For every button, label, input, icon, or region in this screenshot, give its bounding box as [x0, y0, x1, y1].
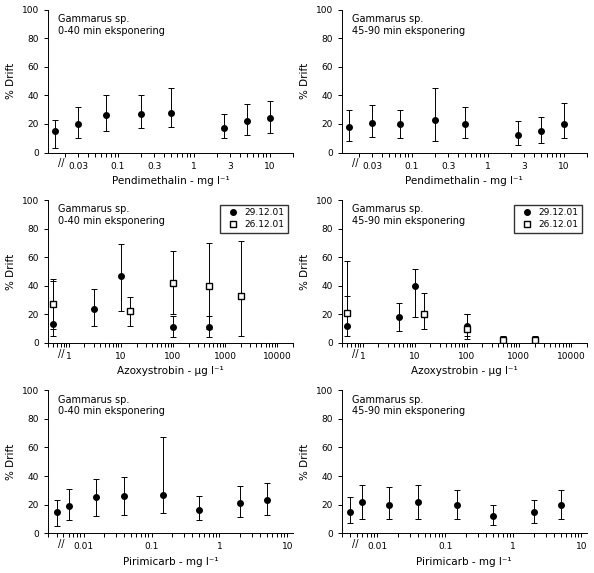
- Y-axis label: % Drift: % Drift: [300, 444, 310, 480]
- Text: //: //: [58, 348, 65, 359]
- X-axis label: Pendimethalin - mg l⁻¹: Pendimethalin - mg l⁻¹: [112, 176, 229, 186]
- Legend: 29.12.01, 26.12.01: 29.12.01, 26.12.01: [514, 205, 582, 233]
- Text: //: //: [352, 539, 359, 549]
- Text: Gammarus sp.
45-90 min eksponering: Gammarus sp. 45-90 min eksponering: [352, 205, 465, 226]
- Y-axis label: % Drift: % Drift: [7, 253, 16, 289]
- Y-axis label: % Drift: % Drift: [300, 63, 310, 99]
- X-axis label: Pirimicarb - mg l⁻¹: Pirimicarb - mg l⁻¹: [122, 557, 218, 567]
- Legend: 29.12.01, 26.12.01: 29.12.01, 26.12.01: [220, 205, 288, 233]
- Text: //: //: [58, 539, 65, 549]
- X-axis label: Pirimicarb - mg l⁻¹: Pirimicarb - mg l⁻¹: [416, 557, 512, 567]
- Text: Gammarus sp.
45-90 min eksponering: Gammarus sp. 45-90 min eksponering: [352, 395, 465, 416]
- Y-axis label: % Drift: % Drift: [7, 63, 16, 99]
- Text: Gammarus sp.
0-40 min eksponering: Gammarus sp. 0-40 min eksponering: [58, 205, 165, 226]
- Text: //: //: [58, 158, 65, 168]
- Text: //: //: [352, 348, 359, 359]
- Text: Gammarus sp.
0-40 min eksponering: Gammarus sp. 0-40 min eksponering: [58, 14, 165, 36]
- Text: Gammarus sp.
45-90 min eksponering: Gammarus sp. 45-90 min eksponering: [352, 14, 465, 36]
- Y-axis label: % Drift: % Drift: [300, 253, 310, 289]
- X-axis label: Azoxystrobin - μg l⁻¹: Azoxystrobin - μg l⁻¹: [117, 367, 224, 376]
- X-axis label: Pendimethalin - mg l⁻¹: Pendimethalin - mg l⁻¹: [405, 176, 523, 186]
- Y-axis label: % Drift: % Drift: [7, 444, 16, 480]
- Text: Gammarus sp.
0-40 min eksponering: Gammarus sp. 0-40 min eksponering: [58, 395, 165, 416]
- Text: //: //: [352, 158, 359, 168]
- X-axis label: Azoxystrobin - μg l⁻¹: Azoxystrobin - μg l⁻¹: [411, 367, 517, 376]
